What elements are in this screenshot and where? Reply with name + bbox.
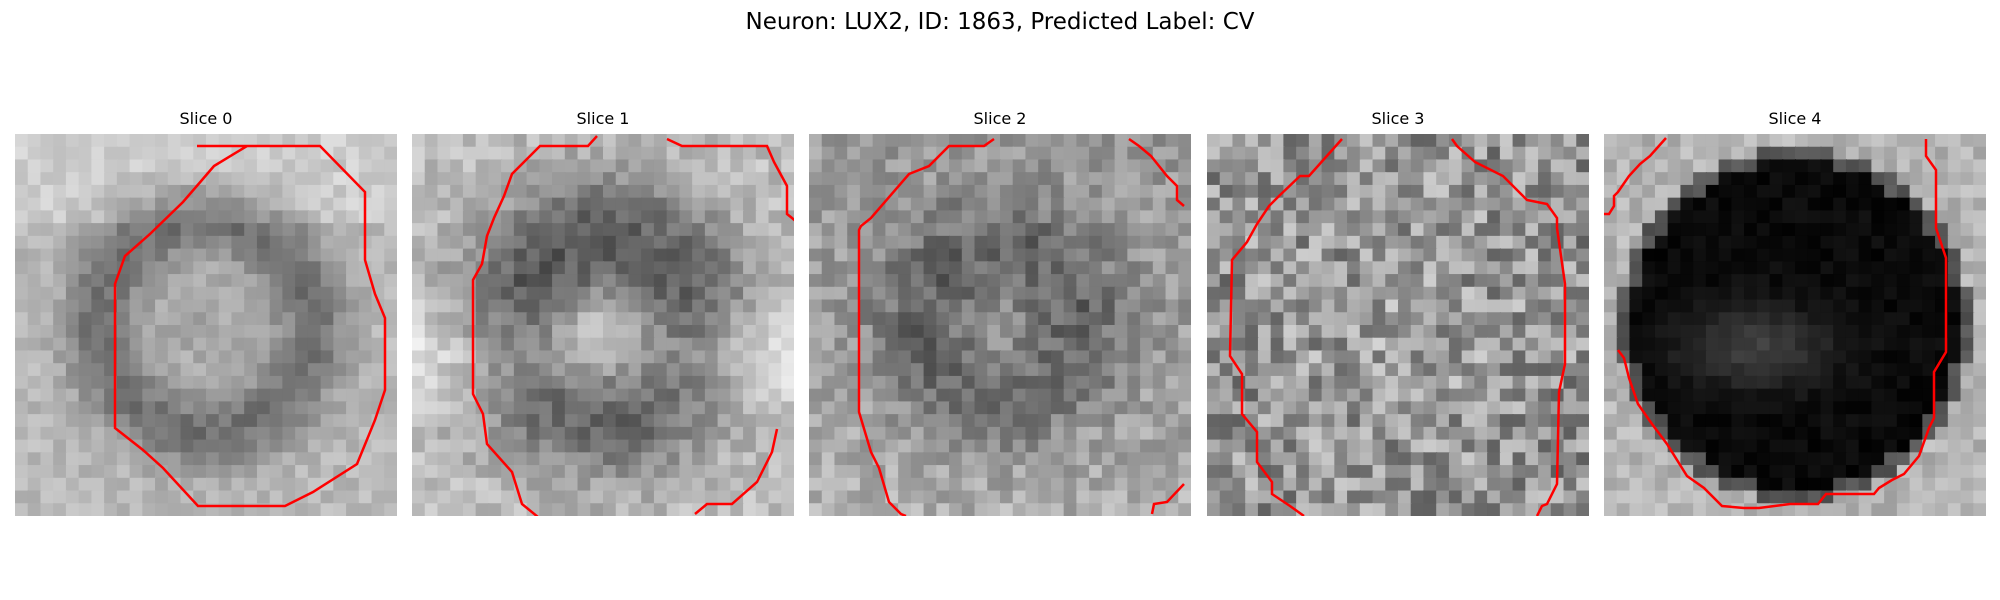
slice-image-2 xyxy=(809,134,1191,516)
slice-grayscale-canvas xyxy=(412,134,794,516)
neuron-contour xyxy=(1150,483,1185,515)
slice-grayscale-canvas xyxy=(1604,134,1986,516)
slice-grayscale-canvas xyxy=(1207,134,1589,516)
neuron-contour xyxy=(113,144,387,508)
neuron-contour xyxy=(694,428,779,515)
slice-title-0: Slice 0 xyxy=(179,109,233,128)
neuron-contour xyxy=(471,135,598,516)
slice-image-4 xyxy=(1604,134,1986,516)
slice-title-1: Slice 1 xyxy=(576,109,630,128)
slice-panel-3: Slice 3 xyxy=(1207,107,1589,520)
neuron-contour xyxy=(857,137,995,516)
slice-image-0 xyxy=(15,134,397,516)
slice-image-3 xyxy=(1207,134,1589,516)
slice-panel-1: Slice 1 xyxy=(412,107,794,520)
slice-panel-2: Slice 2 xyxy=(809,107,1191,520)
slice-grayscale-canvas xyxy=(809,134,1191,516)
slice-image-1 xyxy=(412,134,794,516)
slice-title-4: Slice 4 xyxy=(1768,109,1822,128)
neuron-contour xyxy=(1228,138,1343,516)
slice-panel-4: Slice 4 xyxy=(1604,107,1986,520)
slice-title-2: Slice 2 xyxy=(973,109,1027,128)
neuron-contour xyxy=(1604,137,1667,216)
slice-grayscale-canvas xyxy=(15,134,397,516)
slice-title-3: Slice 3 xyxy=(1371,109,1425,128)
neuron-contour xyxy=(1450,138,1567,516)
neuron-contour xyxy=(666,137,794,222)
neuron-contour xyxy=(1128,137,1185,207)
slice-panel-0: Slice 0 xyxy=(15,107,397,520)
figure-title: Neuron: LUX2, ID: 1863, Predicted Label:… xyxy=(745,9,1255,35)
neuron-contour xyxy=(1617,139,1948,510)
